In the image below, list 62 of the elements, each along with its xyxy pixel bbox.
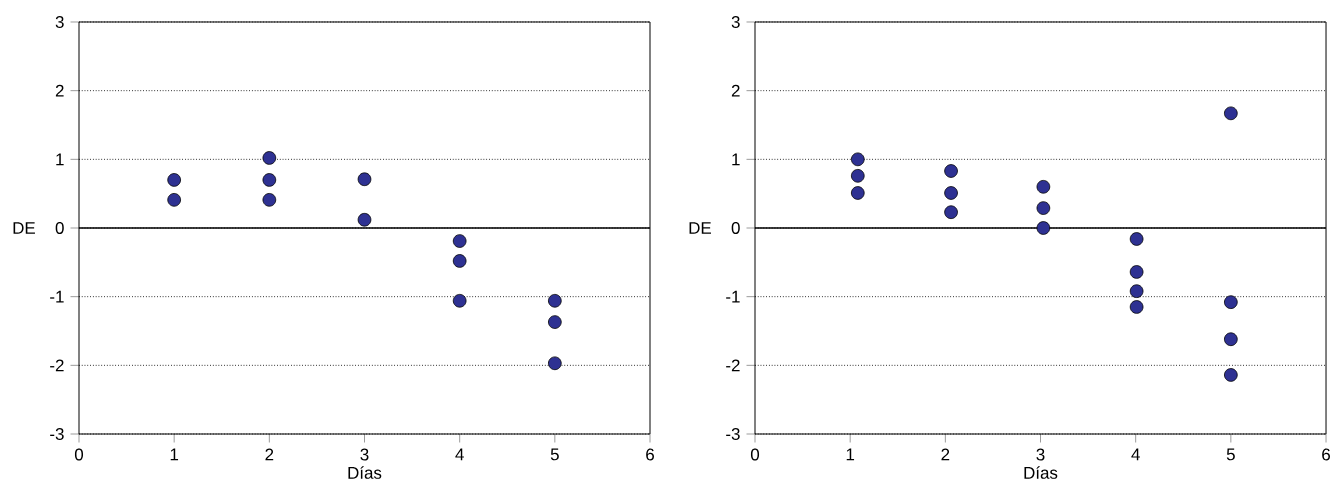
point — [262, 193, 277, 207]
point — [1129, 265, 1144, 279]
x-tick-label: 3 — [360, 448, 369, 461]
x-tick-label: 6 — [646, 448, 654, 461]
point — [850, 169, 865, 183]
point — [944, 164, 958, 178]
point — [548, 315, 562, 329]
y-tick-label: -3 — [50, 428, 64, 440]
x-tick-label: 4 — [1131, 448, 1140, 461]
y-tick-label: 1 — [732, 153, 740, 166]
point — [262, 173, 277, 187]
x-tick-label: 5 — [550, 448, 559, 461]
point — [1129, 300, 1144, 314]
y-tick-label: 0 — [731, 222, 740, 234]
x-tick-label: 0 — [750, 448, 760, 461]
point — [452, 234, 467, 248]
point — [548, 356, 562, 371]
point — [1224, 106, 1238, 121]
x-axis-title: Días — [348, 466, 382, 479]
y-tick-label: -1 — [726, 290, 740, 303]
point — [1129, 232, 1144, 246]
point — [548, 293, 562, 308]
y-tick-label: 2 — [731, 84, 740, 97]
x-tick-label: 3 — [1036, 448, 1045, 461]
x-tick-label: 1 — [170, 448, 179, 461]
x-tick-label: 2 — [265, 448, 274, 461]
point — [357, 172, 372, 187]
point — [1224, 332, 1238, 347]
y-tick-label: 2 — [55, 84, 64, 97]
point — [1036, 221, 1051, 235]
point — [944, 205, 958, 219]
point — [452, 254, 467, 268]
point — [1036, 180, 1051, 194]
y-tick-label: -2 — [726, 359, 740, 372]
x-axis-title: Días — [1024, 466, 1058, 479]
point — [452, 293, 467, 308]
x-tick-label: 0 — [74, 448, 84, 461]
y-tick-label: -2 — [50, 359, 64, 372]
point — [850, 152, 865, 167]
point — [1129, 284, 1144, 298]
point — [1224, 368, 1238, 382]
point — [167, 173, 181, 187]
point — [1224, 295, 1238, 309]
y-tick-label: -1 — [50, 290, 64, 303]
point — [944, 186, 958, 200]
point — [167, 193, 181, 207]
y-tick-label: 1 — [56, 153, 64, 166]
x-tick-label: 1 — [846, 448, 855, 461]
point — [262, 151, 277, 165]
y-axis-title: DE — [689, 222, 711, 234]
point — [1036, 201, 1051, 215]
point — [850, 186, 865, 200]
x-tick-label: 4 — [455, 448, 464, 461]
y-tick-label: 3 — [731, 16, 740, 28]
y-tick-label: 0 — [55, 222, 64, 234]
y-axis-title: DE — [13, 222, 35, 234]
x-tick-label: 6 — [1322, 448, 1330, 461]
y-tick-label: -3 — [726, 428, 740, 440]
y-tick-label: 3 — [55, 16, 64, 28]
x-tick-label: 2 — [941, 448, 950, 461]
x-tick-label: 5 — [1226, 448, 1235, 461]
point — [357, 212, 372, 227]
